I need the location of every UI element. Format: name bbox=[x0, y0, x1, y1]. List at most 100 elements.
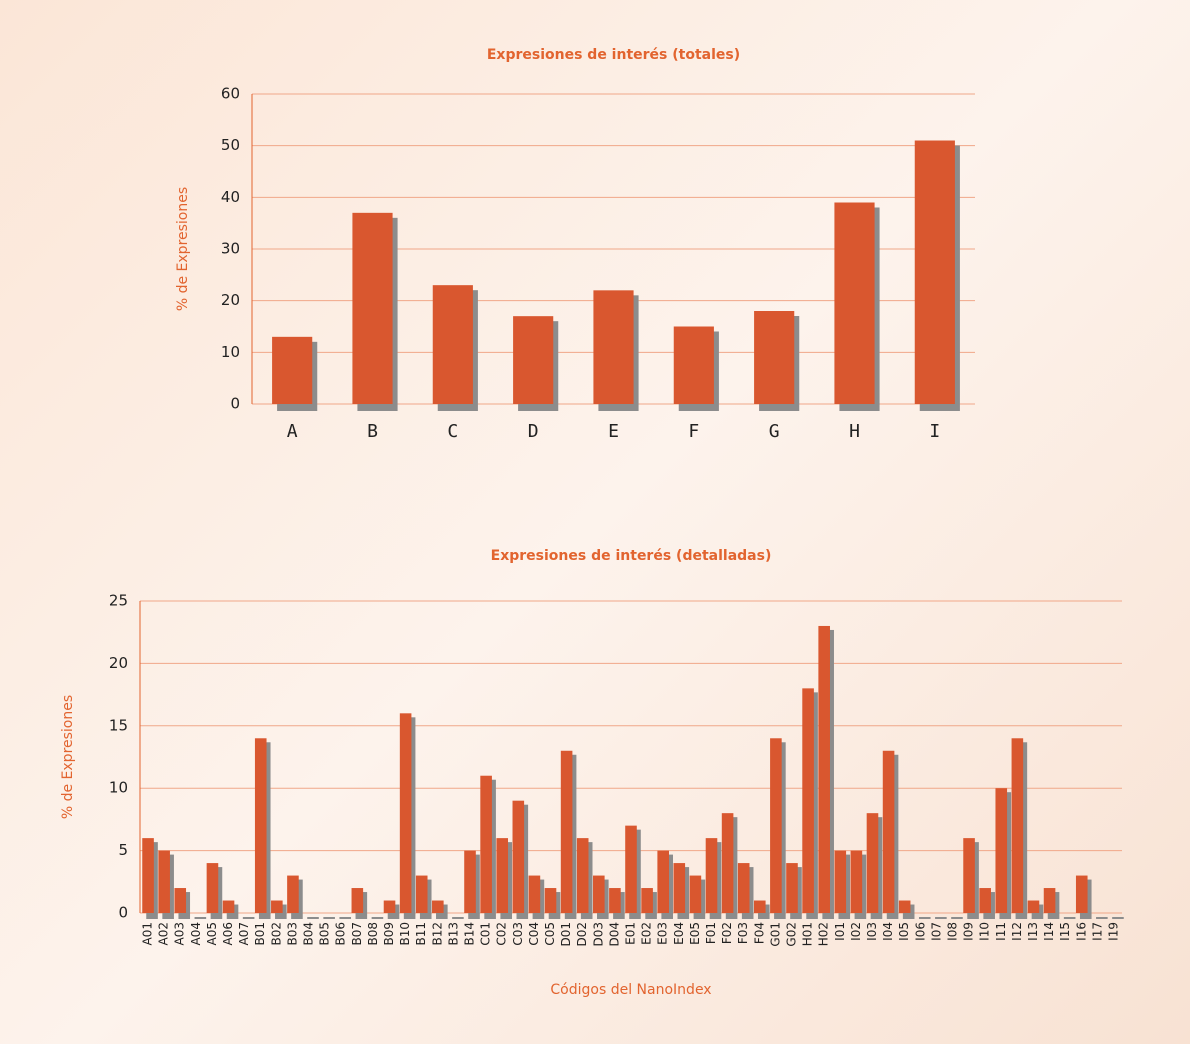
y-tick-label: 30 bbox=[221, 240, 240, 258]
bar bbox=[689, 875, 702, 913]
bar bbox=[352, 212, 393, 404]
x-tick-label: I13 bbox=[1026, 922, 1040, 941]
x-tick-label: I01 bbox=[833, 922, 847, 941]
x-tick-label: B06 bbox=[334, 922, 348, 946]
bar bbox=[754, 311, 795, 404]
x-tick-label: C01 bbox=[479, 922, 493, 946]
bar bbox=[1011, 738, 1024, 913]
bar-shadow bbox=[1096, 917, 1108, 919]
bar bbox=[272, 336, 313, 404]
bar bbox=[560, 750, 573, 913]
x-tick-label: A03 bbox=[173, 922, 187, 945]
x-tick-label: E01 bbox=[624, 922, 638, 945]
bar bbox=[673, 863, 686, 913]
y-tick-label: 10 bbox=[221, 343, 240, 361]
bar bbox=[432, 285, 473, 404]
bar-shadow bbox=[339, 917, 352, 919]
x-tick-label: I08 bbox=[945, 922, 959, 941]
x-tick-label: B04 bbox=[302, 922, 316, 946]
x-tick-label: C02 bbox=[495, 922, 509, 946]
x-tick-label: C05 bbox=[543, 922, 557, 946]
bar bbox=[673, 326, 714, 404]
x-tick-label: B10 bbox=[398, 922, 412, 946]
bar bbox=[174, 888, 187, 913]
bar bbox=[593, 875, 605, 913]
x-tick-label: G bbox=[769, 421, 780, 442]
x-tick-label: F bbox=[688, 421, 699, 442]
bar bbox=[786, 863, 798, 913]
bar bbox=[464, 850, 476, 913]
x-tick-label: I09 bbox=[962, 922, 976, 941]
x-tick-label: B13 bbox=[446, 922, 460, 946]
x-tick-label: B bbox=[367, 421, 378, 442]
x-tick-label: D03 bbox=[591, 922, 605, 947]
bar bbox=[544, 888, 557, 913]
x-tick-label: C bbox=[447, 421, 458, 442]
bar bbox=[753, 900, 766, 913]
x-tick-label: B12 bbox=[430, 922, 444, 946]
x-tick-label: E03 bbox=[656, 922, 670, 945]
bar bbox=[399, 713, 412, 913]
y-tick-label: 25 bbox=[109, 592, 128, 610]
x-tick-label: B02 bbox=[269, 922, 283, 946]
x-tick-label: F03 bbox=[736, 922, 750, 944]
x-tick-label: I10 bbox=[978, 922, 992, 941]
x-tick-label: I06 bbox=[913, 922, 927, 941]
y-axis-label: % de Expresiones bbox=[175, 187, 191, 311]
bar bbox=[415, 875, 428, 913]
bar bbox=[576, 838, 589, 913]
bar bbox=[802, 688, 814, 913]
bar bbox=[898, 900, 911, 913]
x-tick-label: A04 bbox=[189, 922, 203, 945]
x-tick-label: B09 bbox=[382, 922, 396, 946]
x-tick-label: B14 bbox=[463, 922, 477, 946]
x-tick-label: A bbox=[287, 421, 298, 442]
bar bbox=[721, 813, 734, 913]
x-tick-label: B05 bbox=[318, 922, 332, 946]
x-tick-label: A01 bbox=[141, 922, 155, 945]
bar bbox=[705, 838, 718, 913]
x-tick-label: I16 bbox=[1074, 922, 1088, 941]
x-tick-label: I bbox=[929, 421, 940, 442]
bar-shadow bbox=[194, 917, 207, 919]
bar bbox=[287, 875, 299, 913]
y-tick-label: 20 bbox=[221, 291, 240, 309]
bar-shadow bbox=[1063, 917, 1076, 919]
bar bbox=[254, 738, 267, 913]
bar-shadow bbox=[242, 917, 255, 919]
bar-shadow bbox=[323, 917, 335, 919]
x-tick-label: B08 bbox=[366, 922, 380, 946]
bar bbox=[142, 838, 154, 913]
x-tick-label: H02 bbox=[817, 922, 831, 946]
x-tick-label: E04 bbox=[672, 922, 686, 945]
y-tick-label: 40 bbox=[221, 188, 240, 206]
x-tick-label: B01 bbox=[253, 922, 267, 946]
x-tick-label: A02 bbox=[157, 922, 171, 945]
x-tick-label: E02 bbox=[640, 922, 654, 945]
x-tick-label: A07 bbox=[237, 922, 251, 945]
x-tick-label: F02 bbox=[720, 922, 734, 944]
bar bbox=[513, 316, 554, 404]
bar bbox=[979, 888, 991, 913]
x-tick-label: B11 bbox=[414, 922, 428, 946]
x-tick-label: C03 bbox=[511, 922, 525, 946]
x-tick-label: I11 bbox=[994, 922, 1008, 941]
bar bbox=[641, 888, 653, 913]
x-tick-label: C04 bbox=[527, 922, 541, 946]
bar bbox=[963, 838, 975, 913]
x-tick-label: I17 bbox=[1090, 922, 1104, 941]
bar bbox=[1027, 900, 1040, 913]
y-tick-label: 10 bbox=[109, 779, 128, 797]
bar bbox=[528, 875, 541, 913]
bar bbox=[496, 838, 509, 913]
x-tick-label: D04 bbox=[607, 922, 621, 947]
x-tick-label: I07 bbox=[929, 922, 943, 941]
bar bbox=[914, 140, 955, 404]
x-tick-label: E bbox=[608, 421, 619, 442]
x-axis-label: Códigos del NanoIndex bbox=[550, 982, 711, 998]
bar bbox=[995, 788, 1008, 913]
bar-shadow bbox=[1112, 917, 1124, 919]
bar-shadow bbox=[452, 917, 464, 919]
y-tick-label: 5 bbox=[118, 841, 128, 859]
bar bbox=[206, 863, 219, 913]
